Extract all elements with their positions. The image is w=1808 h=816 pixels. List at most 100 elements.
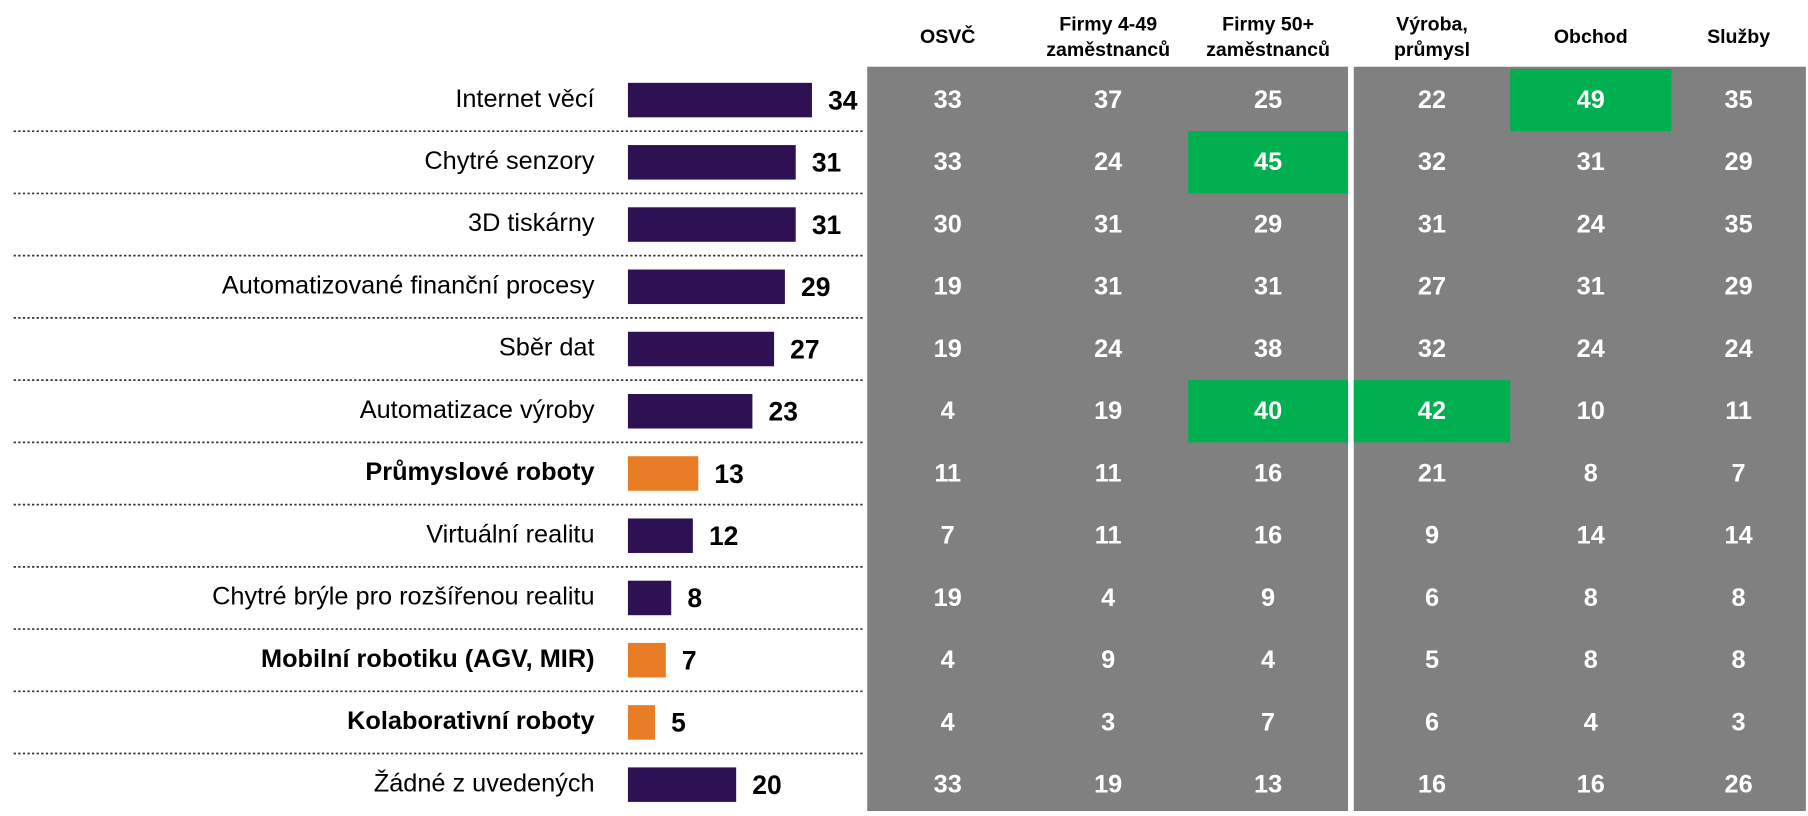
table-cell: 10 [1577,397,1605,425]
bar [627,145,796,180]
value-label: 12 [709,521,738,551]
bar [627,580,672,616]
category-label: Sběr dat [499,334,595,362]
value-label: 8 [687,583,702,613]
table-cell: 13 [1254,770,1282,798]
value-label: 20 [752,770,781,800]
table-cell: 31 [1094,210,1122,238]
table-cell: 3 [1101,708,1115,736]
bar [627,705,655,740]
table-cell: 45 [1254,148,1282,176]
category-label: Mobilní robotiku (AGV, MIR) [261,645,595,673]
column-header: Služby [1707,26,1770,48]
table-cell: 19 [934,335,962,363]
table-cell: 4 [1101,584,1115,612]
category-label: 3D tiskárny [468,209,595,237]
column-header: Firmy 50+ [1222,13,1314,35]
highlight-cell [1188,131,1349,194]
table-cell: 6 [1425,584,1439,612]
bar [627,331,775,367]
value-label: 7 [682,645,697,675]
highlight-cell [1353,380,1511,443]
table-cell: 40 [1254,397,1282,425]
table-cell: 11 [1095,522,1122,550]
table-cell: 30 [934,210,962,238]
table-cell: 42 [1418,397,1446,425]
column-header: zaměstnanců [1046,39,1170,61]
group-divider [1348,66,1354,811]
table-cell: 29 [1725,273,1753,301]
table-cell: 33 [934,770,962,798]
bar [627,393,753,429]
table-cell: 31 [1094,273,1122,301]
column-header: průmysl [1394,39,1470,61]
table-cell: 24 [1094,148,1122,176]
table-cell: 16 [1254,522,1282,550]
table-cell: 29 [1725,148,1753,176]
table-cell: 27 [1418,273,1446,301]
highlight-cell [1188,380,1349,443]
table-cell: 11 [1725,397,1752,425]
table-cell: 31 [1577,273,1605,301]
bar [627,518,693,553]
highlight-cell [1510,68,1672,132]
table-cell: 9 [1261,584,1275,612]
table-cell: 19 [934,273,962,301]
value-label: 31 [812,148,841,178]
table-cell: 4 [941,646,955,674]
table-cell: 24 [1725,335,1753,363]
column-header: Obchod [1554,26,1628,48]
table-cell: 24 [1577,210,1605,238]
column-header: OSVČ [920,24,975,48]
category-label: Kolaborativní roboty [347,707,594,735]
table-cell: 8 [1584,584,1598,612]
category-label: Průmyslové roboty [365,458,594,486]
bar [627,456,699,491]
table-cell: 6 [1425,708,1439,736]
value-label: 23 [769,397,798,427]
value-label: 29 [801,272,830,302]
table-cell: 31 [1418,210,1446,238]
table-cell: 9 [1425,522,1439,550]
table-cell: 4 [1584,708,1598,736]
table-cell: 31 [1254,273,1282,301]
bar [627,767,737,802]
table-cell: 35 [1725,210,1753,238]
table-cell: 24 [1094,335,1122,363]
table-cell: 35 [1725,86,1753,114]
table-cell: 32 [1418,148,1446,176]
category-label: Automatizované finanční procesy [222,271,595,299]
column-header: Výroba, [1396,13,1468,35]
column-header: zaměstnanců [1206,39,1330,61]
table-cell: 4 [941,708,955,736]
column-header: Firmy 4-49 [1059,13,1157,35]
table-cell: 16 [1254,459,1282,487]
table-cell: 8 [1584,646,1598,674]
table-cell: 5 [1425,646,1439,674]
table-cell: 19 [934,584,962,612]
table-cell: 24 [1577,335,1605,363]
bar [627,269,785,305]
value-label: 27 [790,334,819,364]
table-cell: 14 [1725,522,1753,550]
category-label: Chytré brýle pro rozšířenou realitu [212,583,594,611]
table-cell: 8 [1584,459,1598,487]
table-cell: 7 [941,522,955,550]
table-cell: 32 [1418,335,1446,363]
table-cell: 19 [1094,770,1122,798]
category-label: Chytré senzory [424,147,594,175]
bar [627,642,666,678]
category-label: Virtuální realitu [426,520,594,548]
table-cell: 19 [1094,397,1122,425]
table-cell: 4 [941,397,955,425]
table-cell: 14 [1577,522,1605,550]
table-cell: 31 [1577,148,1605,176]
table-cell: 7 [1732,459,1746,487]
table-cell: 49 [1577,86,1605,114]
value-label: 13 [714,459,743,489]
table-cell: 7 [1261,708,1275,736]
category-label: Automatizace výroby [360,396,595,424]
table-cell: 3 [1732,708,1746,736]
table-cell: 16 [1418,770,1446,798]
